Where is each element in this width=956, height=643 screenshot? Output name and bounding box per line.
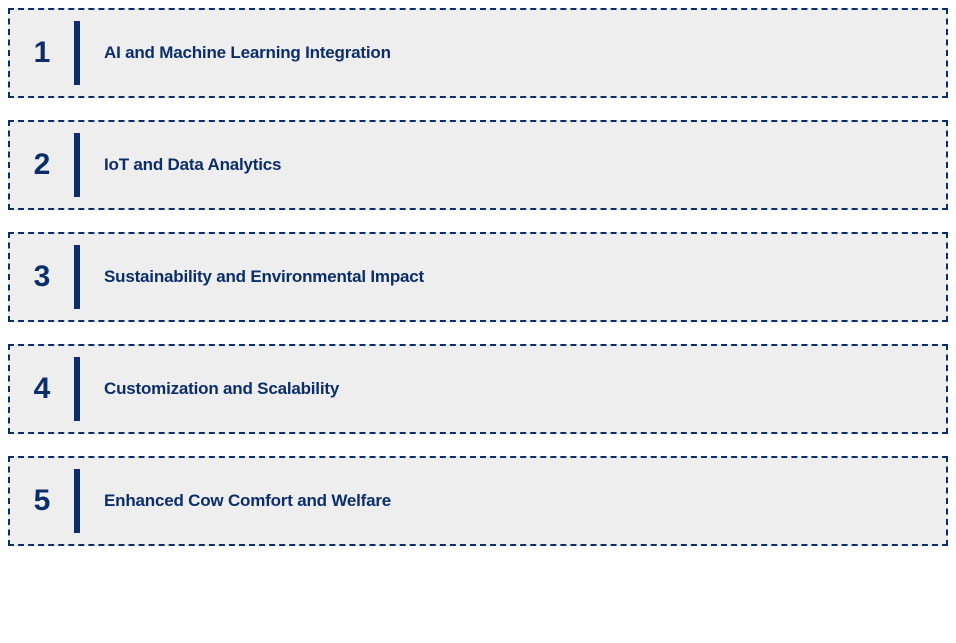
item-number: 4 <box>10 372 74 406</box>
list-item: 5 Enhanced Cow Comfort and Welfare <box>8 456 948 546</box>
item-label: AI and Machine Learning Integration <box>80 43 391 63</box>
item-label: IoT and Data Analytics <box>80 155 281 175</box>
list-item: 2 IoT and Data Analytics <box>8 120 948 210</box>
item-label: Customization and Scalability <box>80 379 339 399</box>
item-number: 2 <box>10 148 74 182</box>
list-item: 1 AI and Machine Learning Integration <box>8 8 948 98</box>
item-number: 3 <box>10 260 74 294</box>
list-item: 4 Customization and Scalability <box>8 344 948 434</box>
item-number: 1 <box>10 36 74 70</box>
list-item: 3 Sustainability and Environmental Impact <box>8 232 948 322</box>
item-label: Enhanced Cow Comfort and Welfare <box>80 491 391 511</box>
item-label: Sustainability and Environmental Impact <box>80 267 424 287</box>
item-number: 5 <box>10 484 74 518</box>
numbered-list: 1 AI and Machine Learning Integration 2 IoT… <box>8 8 948 546</box>
